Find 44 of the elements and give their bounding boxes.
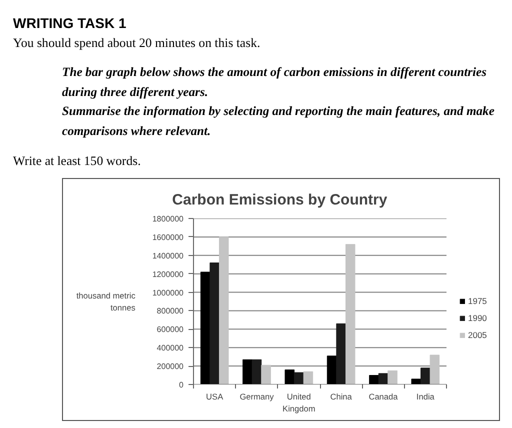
legend-label: 2005 (468, 329, 487, 340)
text: Write at least 150 words. (13, 153, 141, 170)
legend-label: 1990 (468, 312, 487, 323)
y-tick-label: 1000000 (152, 288, 184, 298)
bar (261, 364, 271, 384)
bar (369, 375, 379, 384)
x-tick-label: India (416, 392, 435, 402)
x-tick-label: United Kingdom (282, 392, 316, 414)
bar (388, 370, 398, 384)
chart-title: Carbon Emissions by Country (172, 192, 388, 208)
y-tick-label: 800000 (156, 306, 184, 316)
text: Summarise the information by selecting and reporting the main features, and make comparisons where relevant. (62, 103, 496, 140)
text: WRITING TASK 1 (13, 14, 126, 33)
y-tick-label: 0 (179, 380, 184, 390)
x-tick-label: USA (206, 392, 224, 402)
text: The bar graph below shows the amount of carbon emissions in different countries during three different years. (62, 64, 488, 101)
bar (200, 272, 210, 384)
bar (345, 244, 356, 384)
bar (303, 371, 314, 384)
y-tick-label: 600000 (156, 325, 184, 334)
x-tick-label: China (330, 392, 352, 402)
bar (284, 369, 295, 384)
bar (294, 372, 304, 384)
bar (420, 368, 430, 384)
bar (411, 378, 422, 384)
bar (252, 359, 262, 384)
text: You should spend about 20 minutes on this task. (13, 35, 260, 52)
bar (218, 236, 229, 384)
y-tick-label: 200000 (156, 362, 184, 372)
x-tick-label: Canada (368, 392, 398, 402)
bar (242, 359, 252, 384)
y-tick-label: 1200000 (152, 270, 184, 279)
bar (378, 373, 388, 384)
bar (336, 323, 346, 384)
y-tick-label: 400000 (156, 344, 184, 353)
x-tick-label: Germany (240, 392, 275, 402)
legend-label: 1975 (468, 295, 487, 306)
y-tick-label: 1800000 (152, 214, 184, 224)
y-tick-label: 1600000 (152, 232, 184, 242)
bar (326, 356, 337, 384)
bar (210, 262, 220, 384)
y-tick-label: 1400000 (152, 251, 184, 260)
bar (430, 354, 440, 384)
y-axis-title: thousand metric tonnes (76, 290, 136, 312)
